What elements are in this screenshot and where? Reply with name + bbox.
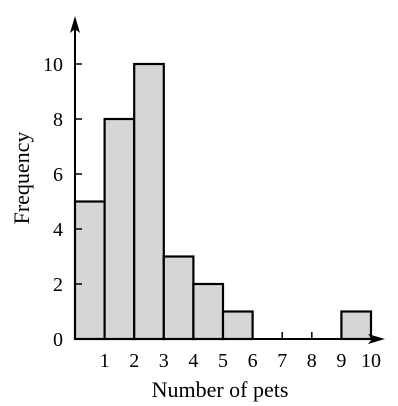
y-tick-label-6: 6 <box>53 164 63 186</box>
bars-group <box>73 62 373 341</box>
histogram-bar-0-1 <box>73 200 106 341</box>
x-tick-label-10: 10 <box>361 350 381 372</box>
histogram-bar-3-4 <box>162 255 195 341</box>
x-tick-label-5: 5 <box>218 350 228 372</box>
histogram-bar-1-2 <box>103 117 136 341</box>
x-tick-label-8: 8 <box>307 350 317 372</box>
y-ticks-group: 0 2 4 6 8 10 <box>43 54 82 351</box>
y-axis-arrowhead <box>70 16 80 33</box>
x-tick-label-3: 3 <box>159 350 169 372</box>
axes-group <box>70 16 385 344</box>
x-tick-label-7: 7 <box>277 350 287 372</box>
x-tick-label-1: 1 <box>100 350 110 372</box>
y-tick-label-0: 0 <box>53 329 63 351</box>
x-tick-label-6: 6 <box>248 350 258 372</box>
x-axis-arrowhead <box>368 334 385 344</box>
histogram-bar-4-5 <box>192 282 225 341</box>
x-axis-label: Number of pets <box>152 377 289 402</box>
histogram-bar-2-3 <box>133 62 165 341</box>
x-ticks-group: 1 2 3 4 5 6 7 8 9 10 <box>100 332 381 372</box>
y-tick-label-4: 4 <box>53 219 63 241</box>
y-tick-label-10: 10 <box>43 54 63 76</box>
histogram-bar-9-10 <box>340 310 373 341</box>
y-tick-label-2: 2 <box>53 274 63 296</box>
x-tick-label-9: 9 <box>336 350 346 372</box>
histogram-bar-5-6 <box>221 310 254 341</box>
x-tick-label-4: 4 <box>188 350 198 372</box>
y-tick-label-8: 8 <box>53 109 63 131</box>
x-tick-label-2: 2 <box>129 350 139 372</box>
y-axis-label: Frequency <box>9 132 34 225</box>
